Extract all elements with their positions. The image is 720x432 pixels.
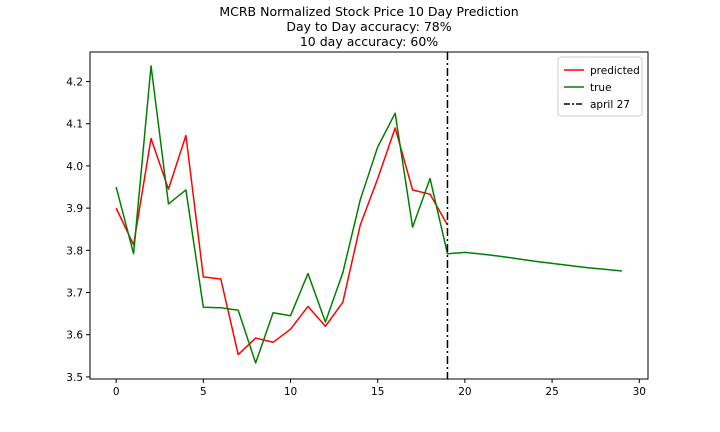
x-tick-label: 15 [371, 386, 384, 398]
legend-label: predicted [590, 65, 640, 77]
x-tick-label: 20 [458, 386, 471, 398]
y-tick-label: 3.7 [66, 288, 83, 300]
series-line-true [115, 65, 622, 364]
series-line-predicted [115, 127, 449, 356]
chart-subtitle-day-accuracy: Day to Day accuracy: 78% [286, 19, 452, 34]
x-tick-label: 5 [200, 386, 207, 398]
y-tick-label: 4.2 [66, 77, 83, 89]
legend-box [557, 56, 643, 117]
x-tick-label: 30 [633, 386, 646, 398]
y-tick-label: 3.5 [66, 372, 83, 384]
x-tick-label: 0 [113, 386, 120, 398]
chart-subtitle-10day-accuracy: 10 day accuracy: 60% [299, 34, 439, 49]
y-tick-label: 4.1 [66, 119, 83, 131]
y-tick-label: 3.9 [66, 203, 83, 215]
y-tick-label: 4.0 [66, 161, 83, 173]
y-tick-label: 3.8 [66, 245, 83, 257]
axes-frame [89, 51, 649, 380]
x-tick-label: 10 [284, 386, 297, 398]
x-tick-label: 25 [545, 386, 558, 398]
y-tick-label: 3.6 [66, 330, 83, 342]
chart-title: MCRB Normalized Stock Price 10 Day Predi… [219, 4, 519, 19]
legend-label: april 27 [590, 99, 630, 111]
legend-label: true [590, 82, 612, 94]
